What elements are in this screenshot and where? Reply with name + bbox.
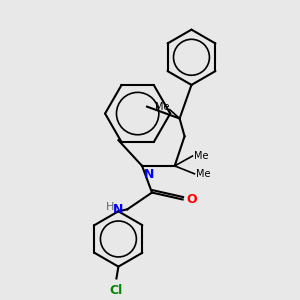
- Text: Cl: Cl: [110, 284, 123, 297]
- Text: N: N: [144, 168, 154, 181]
- Text: Me: Me: [196, 169, 211, 179]
- Text: H: H: [106, 202, 115, 212]
- Text: N: N: [113, 203, 123, 216]
- Text: O: O: [187, 193, 197, 206]
- Text: Me: Me: [194, 151, 209, 161]
- Text: Me: Me: [154, 102, 169, 112]
